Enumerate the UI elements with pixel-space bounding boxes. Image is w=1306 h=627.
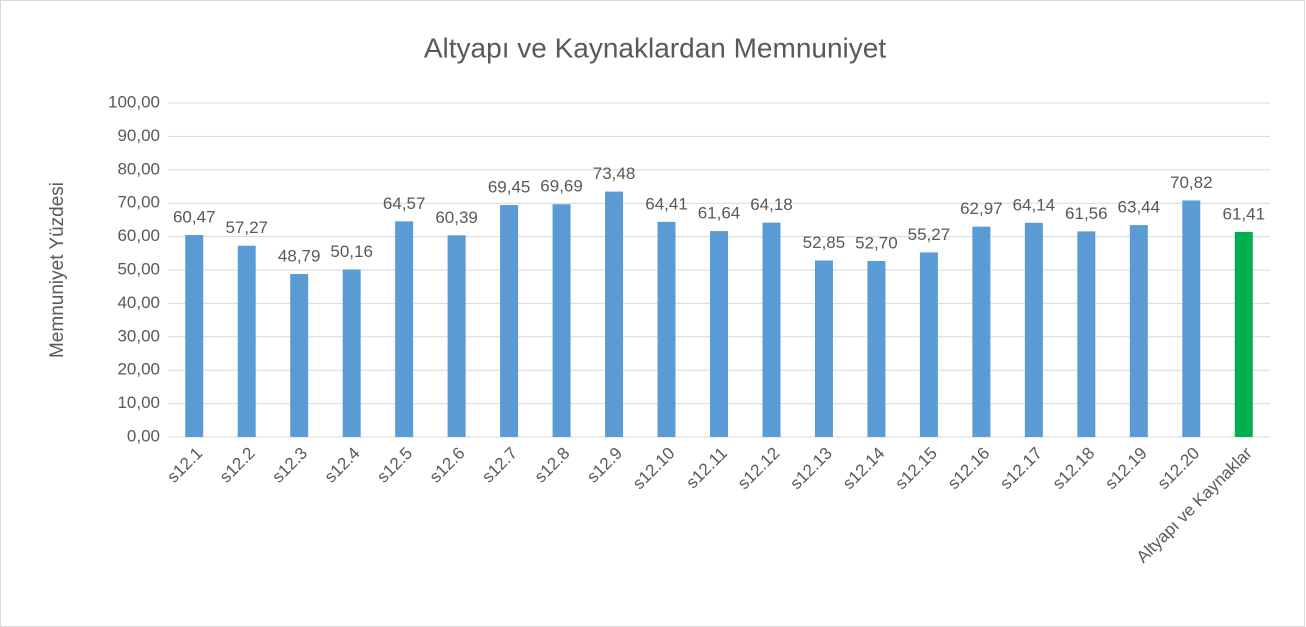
data-label: 48,79 — [278, 247, 321, 266]
y-tick-label: 60,00 — [117, 226, 160, 245]
data-label: 64,18 — [750, 195, 793, 214]
data-label: 61,56 — [1065, 204, 1108, 223]
data-label: 60,47 — [173, 208, 216, 227]
bar — [762, 222, 781, 437]
bar — [1129, 225, 1148, 437]
y-tick-label: 10,00 — [117, 393, 160, 412]
data-label: 64,57 — [383, 194, 426, 213]
y-tick-label: 40,00 — [117, 293, 160, 312]
y-tick-label: 50,00 — [117, 259, 160, 278]
data-label: 73,48 — [593, 164, 636, 183]
y-tick-label: 70,00 — [117, 193, 160, 212]
bar — [290, 274, 309, 437]
bar — [500, 205, 519, 437]
data-label: 55,27 — [908, 225, 951, 244]
bar — [1024, 222, 1043, 437]
data-label: 69,69 — [540, 177, 583, 196]
data-label: 63,44 — [1118, 198, 1161, 217]
bar — [605, 191, 624, 437]
data-label: 61,64 — [698, 204, 741, 223]
y-tick-label: 80,00 — [117, 159, 160, 178]
bar — [710, 231, 728, 437]
bar — [919, 252, 938, 437]
bar — [1234, 231, 1253, 437]
data-label: 64,41 — [645, 194, 688, 213]
y-tick-label: 20,00 — [117, 360, 160, 379]
data-label: 61,41 — [1222, 204, 1265, 223]
bar — [237, 245, 256, 437]
y-tick-label: 30,00 — [117, 326, 160, 345]
bar — [657, 221, 676, 437]
y-tick-label: 90,00 — [117, 126, 160, 145]
bar — [185, 235, 204, 437]
data-label: 62,97 — [960, 199, 1003, 218]
bar — [1077, 231, 1096, 437]
data-label: 57,27 — [225, 218, 268, 237]
y-axis-label: Memnuniyet Yüzdesi — [47, 182, 68, 358]
data-label: 64,14 — [1013, 195, 1056, 214]
y-tick-label: 100,00 — [108, 92, 160, 111]
bar — [447, 235, 466, 437]
bar — [867, 260, 886, 437]
data-label: 50,16 — [330, 242, 373, 261]
bar — [395, 221, 414, 437]
data-label: 52,85 — [803, 233, 846, 252]
chart-title: Altyapı ve Kaynaklardan Memnuniyet — [424, 32, 886, 63]
bar — [552, 204, 571, 437]
bar — [814, 260, 833, 437]
bar — [972, 226, 991, 437]
data-label: 70,82 — [1170, 173, 1213, 192]
bar — [342, 269, 361, 437]
y-tick-label: 0,00 — [127, 426, 160, 445]
bar — [1182, 200, 1201, 437]
data-label: 52,70 — [855, 233, 898, 252]
data-label: 60,39 — [435, 208, 478, 227]
data-label: 69,45 — [488, 178, 531, 197]
